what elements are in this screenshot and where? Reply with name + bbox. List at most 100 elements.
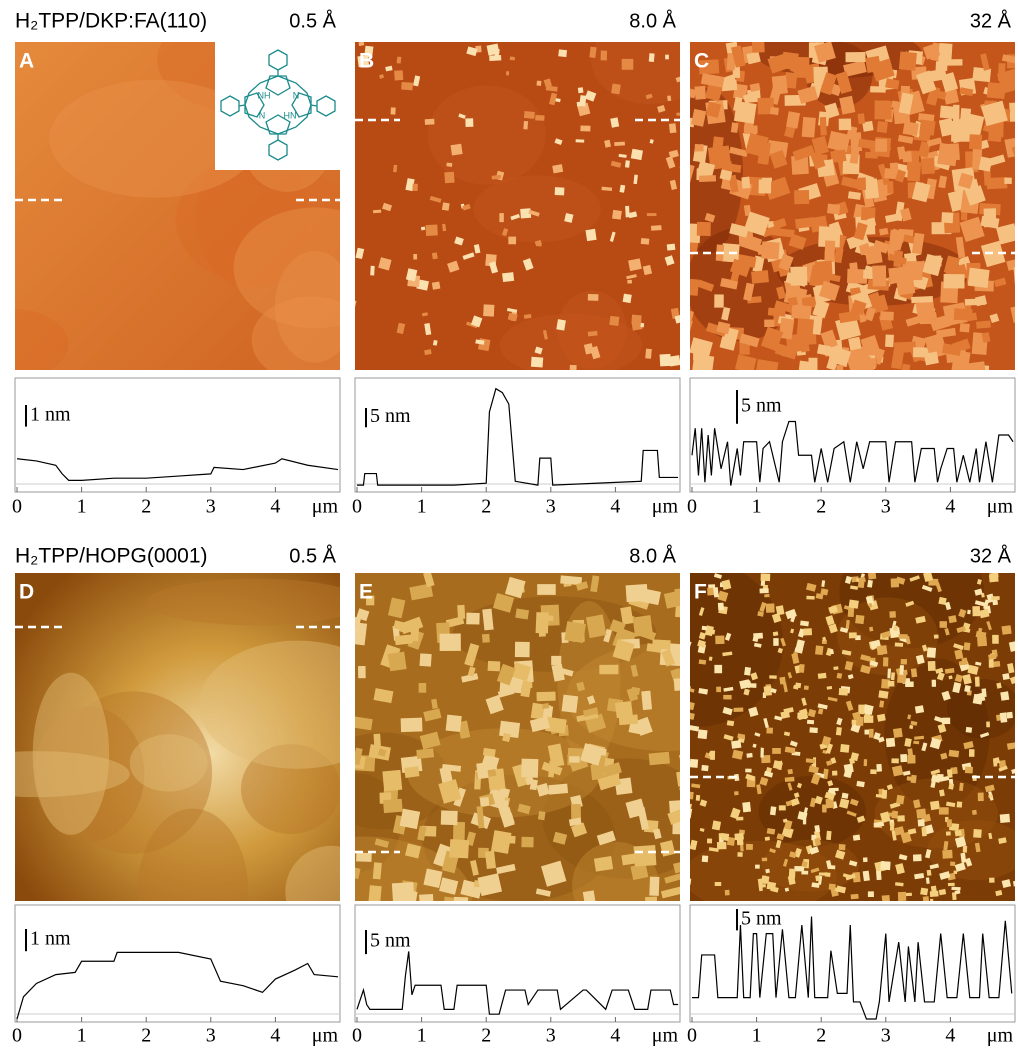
profile-frame: [690, 378, 1015, 492]
island: [942, 718, 950, 724]
island: [599, 665, 618, 674]
island: [969, 134, 982, 149]
island: [715, 882, 722, 886]
island: [829, 884, 836, 890]
x-unit: μm: [987, 496, 1014, 518]
island: [891, 672, 895, 680]
island: [515, 642, 530, 657]
island: [921, 827, 926, 836]
island: [404, 766, 419, 778]
molecule-atom: NH: [258, 90, 271, 100]
island: [649, 877, 659, 896]
island: [892, 765, 903, 776]
island: [737, 836, 744, 845]
island: [767, 828, 776, 835]
island: [538, 811, 546, 820]
island: [897, 674, 906, 683]
island: [609, 316, 619, 326]
island: [423, 868, 442, 887]
island: [702, 626, 707, 631]
molecule-atom: HN: [284, 110, 297, 120]
island: [712, 820, 721, 830]
x-tick-label: 0: [352, 1025, 362, 1047]
island: [342, 842, 355, 858]
x-unit: μm: [312, 496, 339, 518]
island: [976, 321, 991, 329]
island: [1004, 178, 1011, 184]
island: [827, 686, 833, 690]
x-tick-label: 1: [417, 496, 427, 518]
island: [986, 722, 990, 728]
island: [640, 323, 644, 327]
island: [698, 729, 708, 739]
x-tick-label: 0: [12, 496, 22, 518]
island: [803, 628, 812, 635]
island: [651, 225, 662, 231]
island: [949, 750, 960, 758]
island: [693, 351, 704, 360]
island: [839, 118, 852, 130]
island: [356, 853, 372, 862]
island: [714, 665, 722, 673]
island: [556, 319, 566, 330]
island: [1000, 814, 1010, 823]
island: [798, 361, 816, 376]
island: [825, 872, 831, 877]
island: [764, 319, 774, 327]
island: [699, 175, 716, 182]
island: [457, 605, 465, 619]
island: [913, 741, 919, 745]
island: [967, 610, 971, 615]
island: [802, 117, 816, 138]
x-tick-label: 0: [687, 1025, 697, 1047]
island: [681, 715, 686, 721]
island: [451, 144, 463, 156]
island: [368, 885, 381, 906]
island: [555, 187, 565, 195]
island: [989, 575, 999, 583]
island: [772, 748, 781, 754]
island: [727, 720, 734, 726]
island: [439, 634, 460, 651]
island: [882, 895, 890, 903]
island: [631, 687, 640, 695]
island: [853, 834, 860, 840]
island: [669, 123, 677, 133]
panel-label: D: [19, 581, 34, 604]
terrace: [473, 175, 600, 242]
island: [680, 684, 691, 694]
island: [401, 718, 423, 732]
island: [878, 690, 888, 698]
island: [412, 184, 418, 191]
island: [523, 121, 528, 130]
island: [645, 349, 652, 359]
island: [585, 229, 596, 241]
island: [395, 634, 413, 645]
island: [887, 668, 891, 678]
island: [580, 125, 590, 131]
island: [578, 87, 584, 93]
island: [570, 365, 577, 372]
molecule-inset: NH N HN N: [215, 42, 340, 170]
island: [683, 791, 693, 799]
island: [498, 800, 509, 810]
panel-label: C: [694, 50, 709, 73]
island: [531, 357, 543, 368]
island: [911, 668, 917, 677]
island: [761, 241, 779, 259]
x-tick-label: 3: [206, 1025, 216, 1047]
island: [877, 121, 888, 133]
island: [948, 883, 955, 886]
island: [442, 202, 450, 210]
island: [733, 707, 743, 712]
inset-background: [215, 42, 340, 170]
island: [947, 769, 953, 778]
island: [909, 725, 913, 729]
island: [848, 608, 854, 617]
island: [627, 280, 632, 284]
island: [864, 715, 873, 722]
island: [770, 806, 776, 815]
island: [978, 793, 984, 802]
island: [446, 163, 452, 167]
island: [755, 865, 760, 869]
